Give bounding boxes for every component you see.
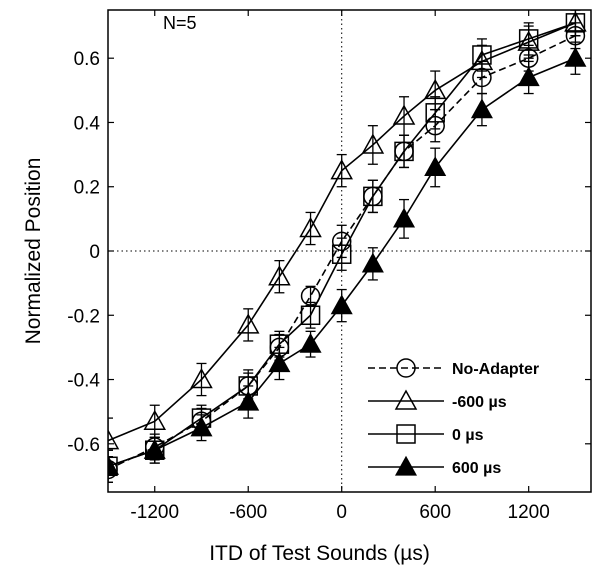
- data-point: [108, 429, 120, 450]
- y-tick-label: 0.2: [74, 178, 100, 199]
- data-point: [330, 159, 353, 180]
- legend-label: 600 µs: [452, 460, 501, 477]
- x-tick-label: 0: [336, 502, 347, 523]
- sample-size-annotation: N=5: [163, 13, 197, 33]
- series-layer: [108, 10, 587, 484]
- data-point: [392, 104, 416, 125]
- data-point: [393, 207, 416, 228]
- y-axis-label: Normalized Position: [22, 158, 45, 345]
- data-point: [565, 13, 586, 33]
- x-tick-label: 1200: [508, 502, 550, 523]
- series-3: [108, 41, 587, 484]
- y-tick-label: -0.2: [67, 306, 100, 327]
- legend: No-Adapter -600 µs 0 µs 600 µs: [368, 358, 539, 477]
- data-point: [237, 390, 260, 411]
- x-tick-label: 600: [419, 502, 451, 523]
- data-point: [299, 332, 322, 353]
- legend-label: 0 µs: [452, 427, 484, 444]
- data-point: [517, 66, 540, 87]
- data-point: [363, 186, 383, 207]
- legend-label: No-Adapter: [452, 361, 539, 378]
- data-point: [424, 156, 447, 177]
- x-axis-label: ITD of Test Sounds (µs): [209, 542, 430, 565]
- data-point: [300, 305, 321, 326]
- data-point: [268, 265, 291, 286]
- data-point: [236, 313, 260, 334]
- data-point: [108, 455, 120, 475]
- x-tick-label: -600: [229, 502, 267, 523]
- legend-marker: [394, 389, 418, 410]
- y-tick-label: 0.6: [74, 49, 100, 70]
- y-tick-label: 0.4: [74, 113, 101, 134]
- legend-label: -600 µs: [452, 394, 507, 411]
- data-point: [143, 409, 167, 431]
- x-tick-label: -1200: [130, 502, 179, 523]
- legend-marker: [396, 358, 416, 378]
- data-point: [518, 29, 539, 49]
- data-point: [190, 416, 213, 437]
- data-point: [394, 141, 414, 162]
- legend-marker: [396, 424, 416, 444]
- data-point: [268, 352, 291, 373]
- legend-marker: [394, 455, 418, 476]
- data-point: [472, 45, 492, 65]
- data-point: [470, 98, 493, 119]
- y-tick-label: -0.4: [67, 371, 100, 392]
- data-point: [108, 456, 118, 477]
- series-1: [108, 10, 587, 464]
- data-point: [361, 252, 384, 273]
- data-point: [190, 367, 213, 389]
- data-point: [361, 133, 385, 154]
- data-point: [331, 244, 352, 264]
- y-tick-label: 0: [89, 242, 100, 263]
- y-tick-label: -0.6: [67, 435, 100, 456]
- data-point: [425, 103, 445, 123]
- data-point: [330, 294, 353, 315]
- data-point: [564, 46, 587, 67]
- reference-lines: [108, 10, 591, 492]
- data-point: [299, 216, 322, 238]
- data-point: [143, 438, 166, 459]
- axis-ticks: -1200 -600 0 600 1200 -0.6 -0.4 -0.2 0 0.2 0.4 0.6: [67, 10, 591, 523]
